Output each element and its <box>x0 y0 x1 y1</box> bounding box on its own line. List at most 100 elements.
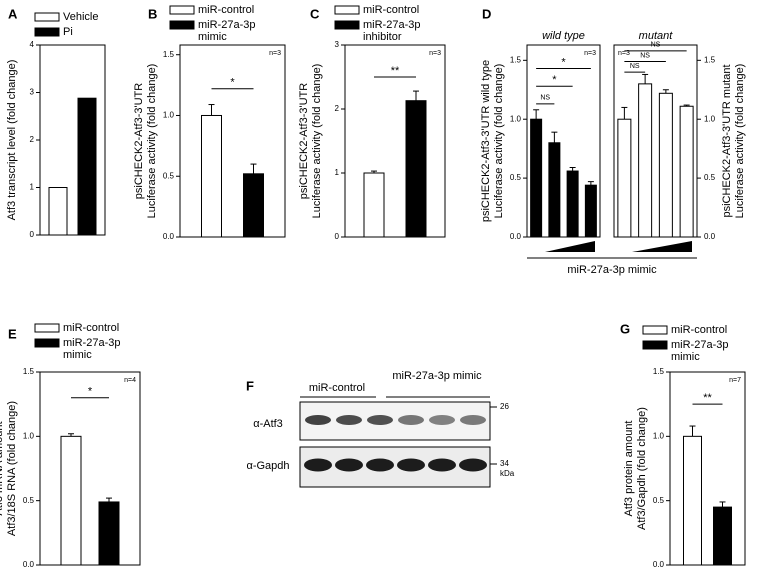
y-tick-label: 0.0 <box>510 232 522 241</box>
error-bar <box>413 90 419 101</box>
error-bar <box>551 131 558 143</box>
y-tick-label: 1.0 <box>163 111 175 120</box>
y-tick-label: 1 <box>335 168 340 177</box>
plot-frame <box>344 44 446 238</box>
y-tick-label: 0 <box>30 230 35 239</box>
error-bar <box>689 425 696 437</box>
y-axis-label: Luciferase activity (fold change) <box>734 64 746 219</box>
bar <box>530 118 543 238</box>
error-bar <box>642 73 649 84</box>
bar <box>77 97 97 236</box>
significance-label: ** <box>391 65 400 77</box>
x-axis-label: miR-27a-3p mimic <box>567 264 657 276</box>
bar <box>60 435 82 566</box>
y-tick-label: 0.5 <box>510 173 522 182</box>
error-bar <box>371 170 377 173</box>
y-tick-label: 4 <box>30 40 35 49</box>
legend-swatch <box>169 20 195 30</box>
legend-label: miR-27a-3p mimic <box>671 339 732 363</box>
error-bar <box>621 106 628 120</box>
bar <box>713 506 732 566</box>
error-bar <box>683 104 690 107</box>
band <box>398 415 424 425</box>
y-axis-label: Atf3 protein amount <box>623 420 635 516</box>
bar <box>201 114 222 238</box>
n-note: n=3 <box>269 50 281 57</box>
y-tick-label: 0.5 <box>653 496 665 505</box>
blot-group: miR-control <box>309 382 365 394</box>
plot-frame <box>39 371 141 566</box>
error-bar <box>106 497 112 502</box>
n-note: n=3 <box>584 50 596 57</box>
bar <box>243 173 264 238</box>
bar <box>566 170 579 238</box>
significance-label: NS <box>630 63 640 70</box>
y-axis-label: psiCHECK2-Atf3-3'UTR <box>133 83 145 199</box>
band <box>460 415 486 425</box>
y-tick-label: 1 <box>30 183 35 192</box>
plot-frame <box>669 371 746 566</box>
y-axis-label: psiCHECK2-Atf3-3'UTR wild type <box>480 60 492 222</box>
error-bar <box>250 163 257 174</box>
blot-row-label: α-Gapdh <box>246 460 289 472</box>
y-axis-label: Luciferase activity (fold change) <box>493 64 505 219</box>
panel-label: F <box>246 378 254 393</box>
marker-label: 34 <box>500 459 509 468</box>
plot-frame <box>526 44 601 238</box>
marker-unit: kDa <box>500 469 515 478</box>
legend-label: miR-control <box>671 324 727 336</box>
legend-swatch <box>334 5 360 15</box>
legend-swatch <box>34 323 60 333</box>
subplot-title: wild type <box>542 30 585 42</box>
y-tick-label: 0.0 <box>23 560 35 567</box>
legend-label: miR-27a-3p inhibitor <box>363 19 424 43</box>
bar <box>617 118 632 238</box>
plot-frame <box>613 44 698 238</box>
legend-swatch <box>334 20 360 30</box>
y-tick-label: 1.0 <box>653 431 665 440</box>
y-tick-label: 3 <box>335 40 340 49</box>
n-note: n=4 <box>124 377 136 384</box>
dose-triangle <box>545 241 595 252</box>
n-note: n=7 <box>729 377 741 384</box>
significance-label: ** <box>703 392 712 404</box>
y-axis-label: psiCHECK2-Atf3-3'UTR mutant <box>721 64 733 217</box>
significance-label: NS <box>651 42 661 49</box>
marker-label: 26 <box>500 402 509 411</box>
bar <box>683 435 702 566</box>
band <box>459 458 487 472</box>
y-tick-label: 0.5 <box>704 173 716 182</box>
y-tick-label: 0.0 <box>704 232 716 241</box>
band <box>336 415 362 425</box>
bar <box>679 105 694 238</box>
bar <box>548 142 561 238</box>
y-axis-label: Atf3 mRNA amount <box>0 421 5 515</box>
significance-label: * <box>230 77 235 89</box>
y-axis-label: psiCHECK2-Atf3-3'UTR <box>298 83 310 199</box>
y-tick-label: 1.0 <box>23 431 35 440</box>
legend-label: miR-27a-3p mimic <box>198 19 259 43</box>
y-tick-label: 2 <box>30 135 35 144</box>
bar <box>584 184 597 238</box>
significance-label: * <box>561 56 566 68</box>
legend-label: miR-27a-3p mimic <box>63 337 124 361</box>
error-bar <box>533 109 540 120</box>
panel-label: B <box>148 6 157 21</box>
y-tick-label: 0.5 <box>163 171 175 180</box>
y-axis-label: Atf3 transcript level (fold change) <box>6 60 18 221</box>
bar <box>363 172 385 238</box>
error-bar <box>587 181 594 186</box>
n-note: n=3 <box>618 50 630 57</box>
y-axis-label: Atf3/18S RNA (fold change) <box>6 401 18 536</box>
legend-swatch <box>169 5 195 15</box>
y-axis-label: Luciferase activity (fold change) <box>311 64 323 219</box>
y-tick-label: 1.5 <box>163 50 175 59</box>
bands <box>304 415 487 472</box>
y-tick-label: 1.0 <box>704 114 716 123</box>
panel-label: E <box>8 326 17 341</box>
legend-swatch <box>34 27 60 37</box>
error-bar <box>719 501 726 508</box>
band <box>305 415 331 425</box>
band <box>428 458 456 472</box>
y-tick-label: 0.5 <box>23 496 35 505</box>
